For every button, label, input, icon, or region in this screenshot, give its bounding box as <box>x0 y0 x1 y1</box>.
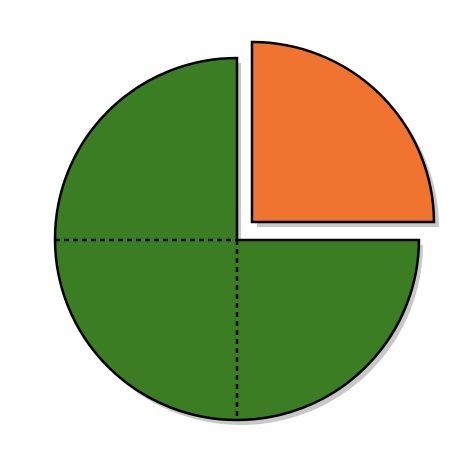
remaining-parts <box>53 56 421 422</box>
highlighted-part <box>250 40 436 224</box>
